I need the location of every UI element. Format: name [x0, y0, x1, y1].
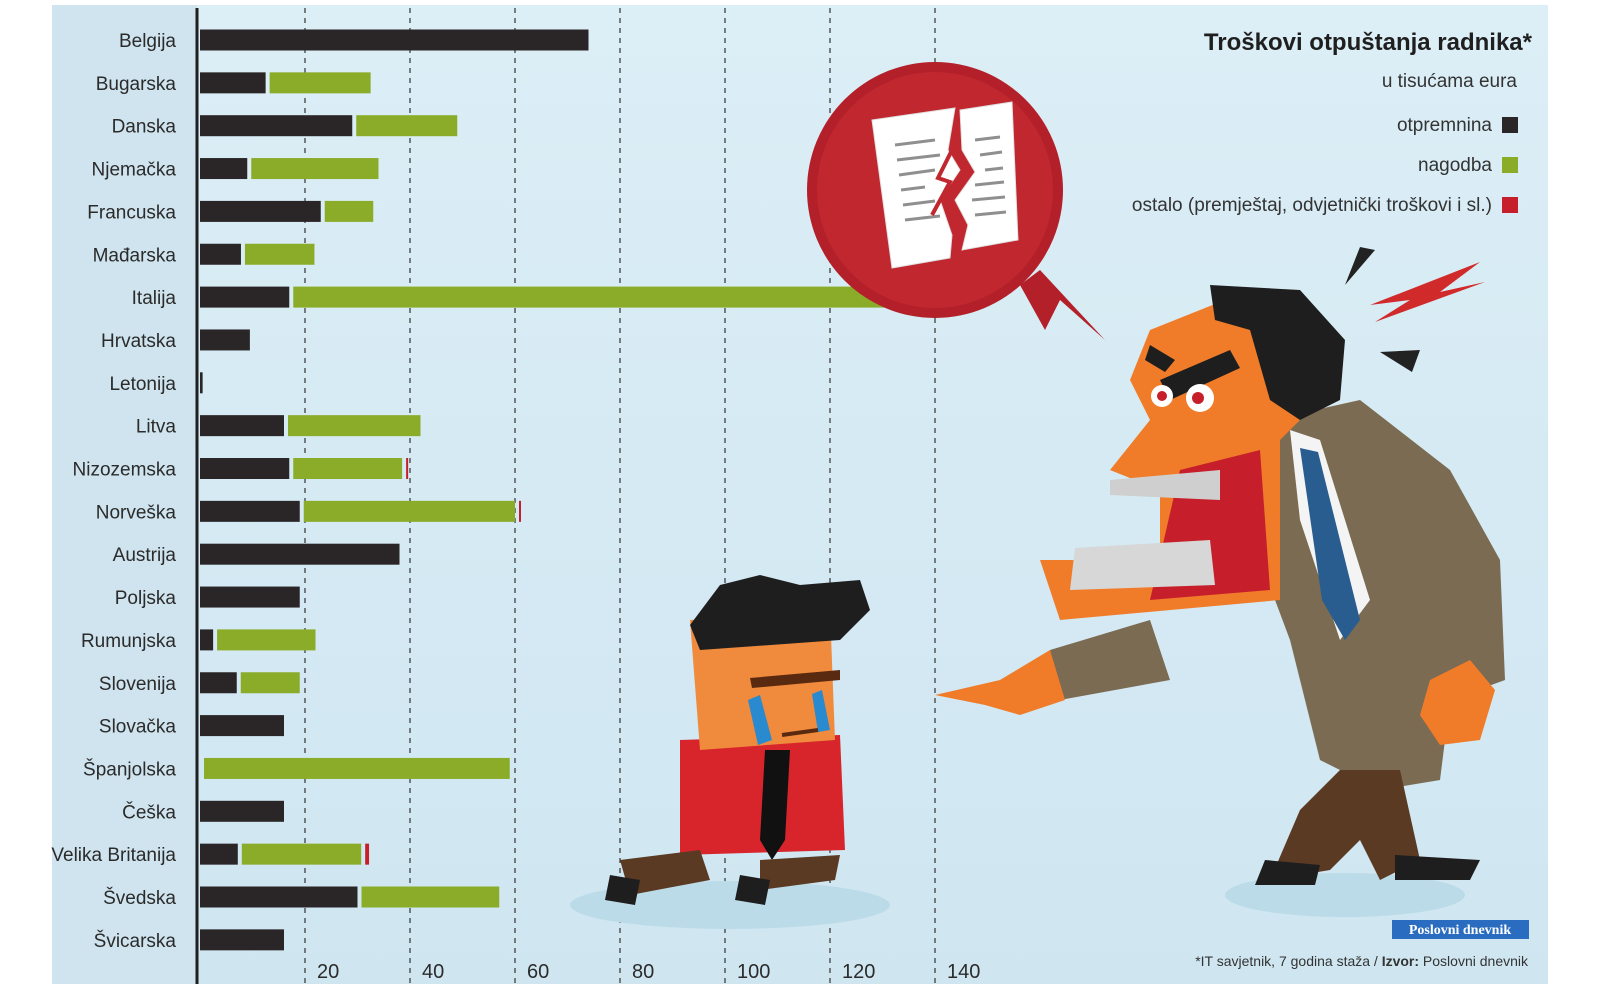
category-label: Švedska — [103, 887, 176, 909]
bar-otpremnina — [200, 500, 300, 522]
labels-band — [52, 5, 197, 984]
footnote-source-value: Poslovni dnevnik — [1419, 953, 1529, 969]
bars-group — [200, 29, 914, 951]
category-label: Letonija — [109, 374, 176, 395]
category-label: Hrvatska — [101, 331, 176, 352]
bar-ostalo — [519, 500, 521, 522]
bar-nagodba — [361, 886, 500, 908]
category-label: Bugarska — [96, 74, 177, 95]
legend-label: nagodba — [1418, 155, 1492, 176]
bar-otpremnina — [200, 372, 203, 394]
bar-ostalo — [365, 843, 370, 865]
brand-logo: Poslovni dnevnik — [1409, 923, 1512, 938]
category-label: Španjolska — [83, 758, 176, 780]
x-tick-labels: 20 40 60 80 100 120 140 — [317, 961, 980, 983]
category-label: Litva — [136, 417, 177, 438]
bar-nagodba — [288, 415, 421, 437]
bar-nagodba — [251, 158, 379, 180]
footnote-source-label: Izvor: — [1382, 953, 1419, 969]
crying-employee-illustration — [570, 575, 890, 929]
legend: otpremnina nagodba ostalo (premještaj, odv… — [1132, 115, 1518, 216]
bar-nagodba — [324, 200, 374, 222]
bar-otpremnina — [200, 158, 248, 180]
legend-label: ostalo (premještaj, odvjetnički troškovi… — [1132, 195, 1492, 216]
bar-nagodba — [356, 115, 458, 137]
category-label: Rumunjska — [81, 631, 176, 652]
speech-bubble-illustration — [807, 62, 1105, 340]
x-tick-label: 40 — [422, 961, 444, 983]
bar-nagodba — [244, 243, 315, 265]
footnote-prefix: *IT savjetnik, 7 godina staža / — [1195, 953, 1382, 969]
category-label: Austrija — [113, 545, 177, 566]
bar-nagodba — [293, 286, 914, 308]
bar-otpremnina — [200, 543, 400, 565]
legend-swatch — [1502, 197, 1518, 213]
x-tick-label: 140 — [947, 961, 980, 983]
torn-document-icon — [871, 101, 1019, 269]
category-label: Poljska — [115, 588, 177, 609]
brand-badge — [1392, 920, 1529, 939]
bar-otpremnina — [200, 715, 284, 737]
footnote: *IT savjetnik, 7 godina staža / Izvor: P… — [1195, 953, 1529, 969]
bar-otpremnina — [200, 72, 266, 94]
category-label: Belgija — [119, 31, 176, 52]
x-tick-label: 100 — [737, 961, 770, 983]
bar-otpremnina — [200, 800, 284, 822]
category-label: Slovačka — [99, 717, 177, 738]
category-label: Danska — [112, 117, 177, 138]
bar-nagodba — [204, 757, 510, 779]
bar-otpremnina — [200, 629, 214, 651]
angry-boss-illustration — [935, 247, 1505, 917]
chart-title: Troškovi otpuštanja radnika* — [1204, 29, 1533, 56]
bar-otpremnina — [200, 843, 238, 865]
x-tick-label: 120 — [842, 961, 875, 983]
legend-swatch — [1502, 117, 1518, 133]
bar-otpremnina — [200, 329, 250, 351]
bar-otpremnina — [200, 672, 237, 694]
bar-otpremnina — [200, 415, 284, 437]
bar-nagodba — [217, 629, 316, 651]
bar-otpremnina — [200, 29, 589, 51]
chart-subtitle: u tisućama eura — [1382, 71, 1518, 92]
x-tick-label: 60 — [527, 961, 549, 983]
category-label: Mađarska — [93, 245, 177, 266]
bar-otpremnina — [200, 200, 321, 222]
bar-nagodba — [293, 458, 403, 479]
bar-otpremnina — [200, 286, 290, 308]
category-label: Norveška — [96, 502, 177, 523]
category-label: Nizozemska — [73, 460, 177, 481]
category-label: Slovenija — [99, 674, 177, 695]
bar-ostalo — [406, 458, 409, 479]
bar-nagodba — [269, 72, 371, 94]
category-label: Italija — [132, 288, 177, 309]
x-tick-label: 20 — [317, 961, 339, 983]
x-tick-label: 80 — [632, 961, 654, 983]
category-label: Francuska — [87, 202, 176, 223]
legend-swatch — [1502, 157, 1518, 173]
bar-otpremnina — [200, 243, 241, 265]
bar-otpremnina — [200, 115, 353, 137]
category-label: Njemačka — [92, 160, 177, 181]
bar-nagodba — [303, 500, 515, 522]
category-label: Češka — [122, 801, 176, 823]
bar-otpremnina — [200, 586, 300, 608]
bar-otpremnina — [200, 458, 290, 479]
bar-otpremnina — [200, 929, 284, 951]
legend-label: otpremnina — [1397, 115, 1492, 136]
category-label: Velika Britanija — [51, 845, 176, 866]
category-labels: Belgija Bugarska Danska Njemačka Francuska Ma… — [51, 31, 176, 952]
category-label: Švicarska — [94, 930, 177, 952]
bar-nagodba — [241, 843, 362, 865]
bar-otpremnina — [200, 886, 358, 908]
bar-nagodba — [240, 672, 300, 694]
